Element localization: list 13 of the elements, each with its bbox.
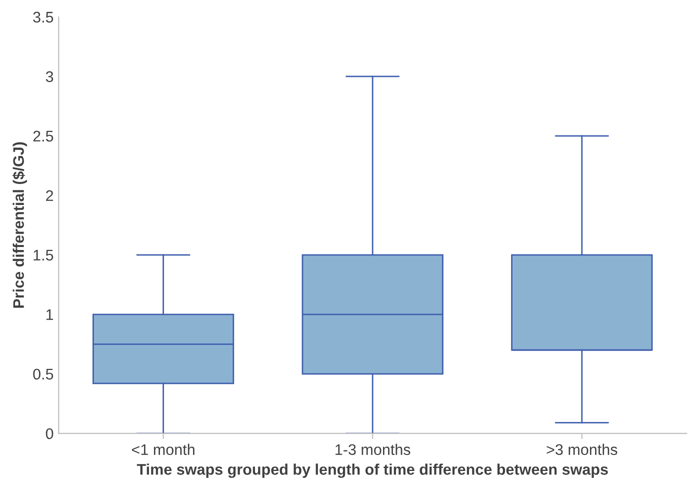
y-tick-label: 3.5 xyxy=(33,12,54,23)
y-tick-label: 2 xyxy=(46,190,54,201)
x-axis-title: Time swaps grouped by length of time difference between swaps xyxy=(136,464,608,478)
y-tick-label: 1.5 xyxy=(34,250,54,261)
x-tick-label: >3 months xyxy=(546,444,618,456)
y-axis-title: Price differential ($/GJ) xyxy=(12,142,27,308)
y-tick-label: 0 xyxy=(46,428,54,440)
y-tick-label: 0.5 xyxy=(33,368,54,380)
x-tick-label: 1-3 months xyxy=(336,444,410,456)
x-tick-label: <1 month xyxy=(132,444,194,456)
y-tick-label: 2.5 xyxy=(33,130,54,142)
y-tick-label: 1 xyxy=(46,309,54,320)
y-tick-label: 3 xyxy=(46,71,54,82)
